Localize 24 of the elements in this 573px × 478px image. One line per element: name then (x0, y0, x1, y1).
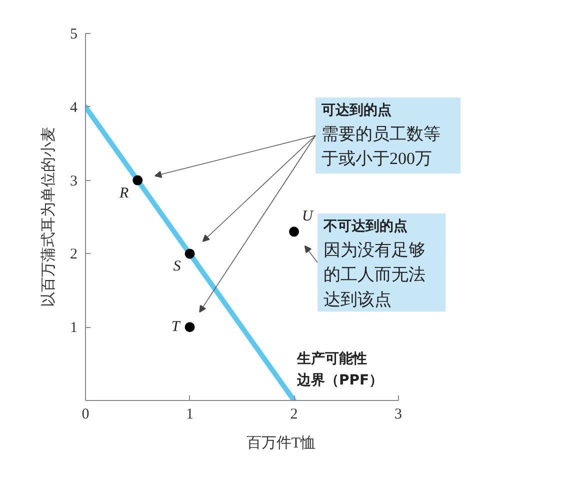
y-tick-label: 2 (70, 246, 78, 263)
y-tick-label: 4 (70, 100, 78, 116)
y-tick-label: 3 (70, 173, 78, 190)
series-label: 生产可能性边界（PPF） (296, 350, 384, 388)
series-label: S (173, 258, 182, 275)
y-axis-title: 以百万蒲式耳为单位的小麦 (40, 127, 57, 307)
x-tick-label: 3 (394, 406, 402, 422)
point (289, 226, 300, 237)
y-tick-label: 1 (70, 320, 78, 336)
annotation: 不可达到的点 (322, 218, 408, 234)
x-tick-label: 0 (82, 406, 90, 422)
annotation: 可达到的点 (320, 102, 392, 118)
point (132, 175, 143, 186)
y-tick-label: 5 (70, 26, 78, 42)
x-axis-title: 百万件T恤 (246, 434, 316, 452)
series-label: R (118, 185, 129, 202)
annotation: 需要的员工数等于或小于200万 (322, 124, 440, 168)
series-label: U (302, 208, 314, 225)
point (184, 248, 195, 259)
annotation: 因为没有足够的工人而无法达到该点 (324, 240, 426, 309)
point (184, 322, 195, 332)
series-label: T (171, 319, 182, 336)
x-tick-label: 1 (186, 406, 194, 422)
x-tick-label: 2 (290, 406, 298, 422)
